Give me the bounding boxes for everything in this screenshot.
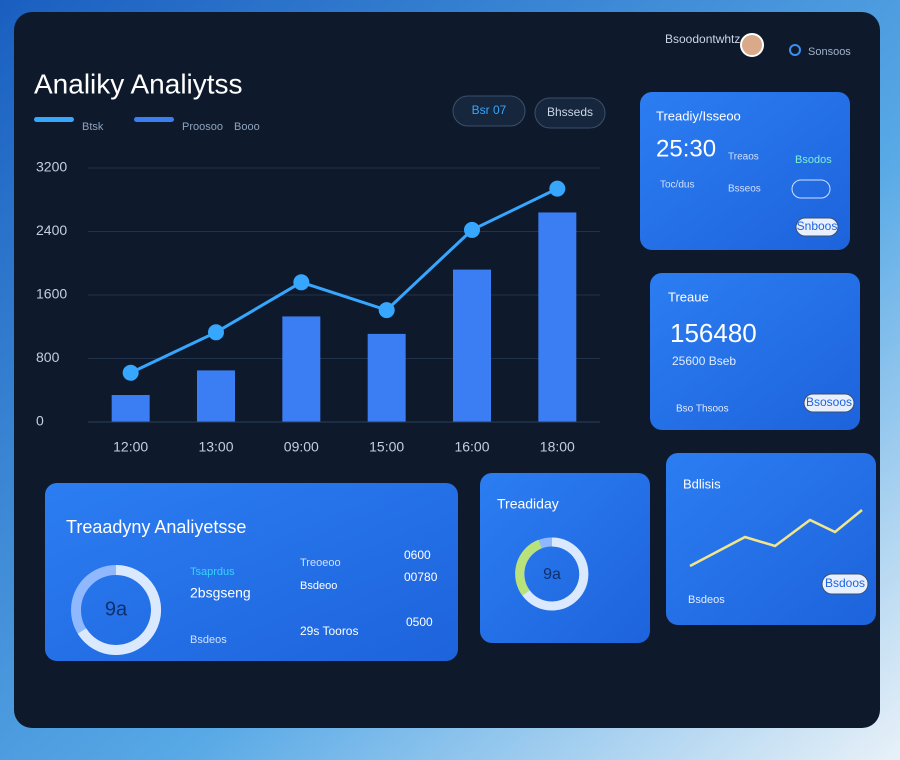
button[interactable]: [452, 95, 526, 127]
card-value: 25:30: [656, 135, 716, 162]
bar: [367, 333, 406, 422]
x-tick-label: 18:00: [540, 439, 575, 455]
content: Bsoodontwhtz Sonsoos Analiky Analiytss Bsr …: [34, 32, 876, 661]
button-label: Bsosoos: [806, 395, 852, 409]
x-tick-label: 16:00: [454, 439, 489, 455]
card-row: 2bsgseng: [190, 585, 251, 601]
line-point: [293, 274, 310, 291]
y-tick-label: 1600: [36, 286, 67, 302]
line-point: [378, 302, 395, 319]
line: [130, 187, 558, 375]
button-label: Bsdoos: [825, 576, 865, 590]
bar: [111, 395, 150, 422]
donut-label: 9a: [543, 566, 561, 583]
card-title: Treaue: [668, 289, 709, 304]
avatar: [740, 33, 764, 57]
donut-arc: [515, 539, 542, 596]
card-title: Treaadyny Analiyetsse: [66, 517, 246, 537]
card-row: Bsseos: [728, 184, 761, 195]
button[interactable]: [803, 393, 855, 413]
menu-icon: [789, 44, 801, 56]
line-point: [464, 221, 480, 238]
card-row: Bsdeoo: [300, 580, 337, 592]
card: [45, 483, 458, 661]
bar: [538, 212, 577, 422]
page-title: Analiky Analiytss: [34, 68, 243, 99]
line-point: [549, 180, 566, 197]
legend-label: Proosoo: [182, 121, 223, 133]
menu-label: Sonsoos: [808, 46, 851, 58]
button[interactable]: [795, 217, 839, 237]
card-row: Toc/dus: [660, 180, 694, 191]
card-row: Bso Thsoos: [676, 404, 729, 415]
button[interactable]: [821, 573, 869, 595]
button-label: Snboos: [797, 219, 838, 233]
legend-label: Booo: [234, 121, 260, 133]
card: [650, 273, 860, 430]
donut-label: 9a: [105, 598, 128, 620]
line-point: [208, 324, 224, 341]
card-title: Treadiday: [497, 496, 559, 512]
legend-swatch: [34, 117, 74, 122]
card-value: 156480: [670, 318, 757, 348]
donut-arc: [77, 565, 162, 655]
y-tick-label: 3200: [36, 159, 67, 175]
line-point: [122, 364, 139, 381]
donut-arc: [522, 537, 589, 611]
x-tick-label: 09:00: [284, 439, 319, 455]
y-tick-label: 2400: [36, 222, 67, 238]
button-label: Bsr 07: [472, 103, 507, 117]
card-row: Bsodos: [795, 154, 832, 166]
x-tick-label: 15:00: [369, 439, 404, 455]
card-row: Bsdeos: [190, 634, 227, 646]
bar: [282, 316, 321, 422]
x-tick-label: 12:00: [113, 439, 148, 455]
card: [640, 92, 850, 250]
sparkline: [689, 509, 863, 568]
card-title: Treadiy/Isseoo: [656, 108, 741, 123]
button[interactable]: [534, 97, 606, 129]
toggle: [791, 179, 831, 199]
bar: [453, 269, 491, 422]
card-row: Treaos: [728, 152, 759, 163]
legend-label: Btsk: [82, 121, 104, 133]
card-row: 0600: [404, 548, 431, 562]
y-tick-label: 0: [36, 413, 44, 429]
card-row: 25600 Bseb: [672, 354, 736, 368]
card-row: Treoeoo: [300, 557, 341, 569]
card-row: Bsdeos: [688, 594, 725, 606]
bar: [197, 370, 235, 422]
y-tick-label: 800: [36, 349, 60, 365]
card: [480, 473, 650, 643]
card-row: Tsaprdus: [190, 566, 235, 578]
card-title: Bdlisis: [683, 476, 721, 491]
card-row: 29s Tooros: [300, 624, 358, 638]
card-row: 00780: [404, 570, 438, 584]
button-label: Bhsseds: [547, 105, 593, 119]
legend-swatch: [134, 117, 174, 122]
card-row: 0500: [406, 615, 433, 629]
user-name: Bsoodontwhtz: [665, 32, 740, 46]
x-tick-label: 13:00: [198, 439, 233, 455]
